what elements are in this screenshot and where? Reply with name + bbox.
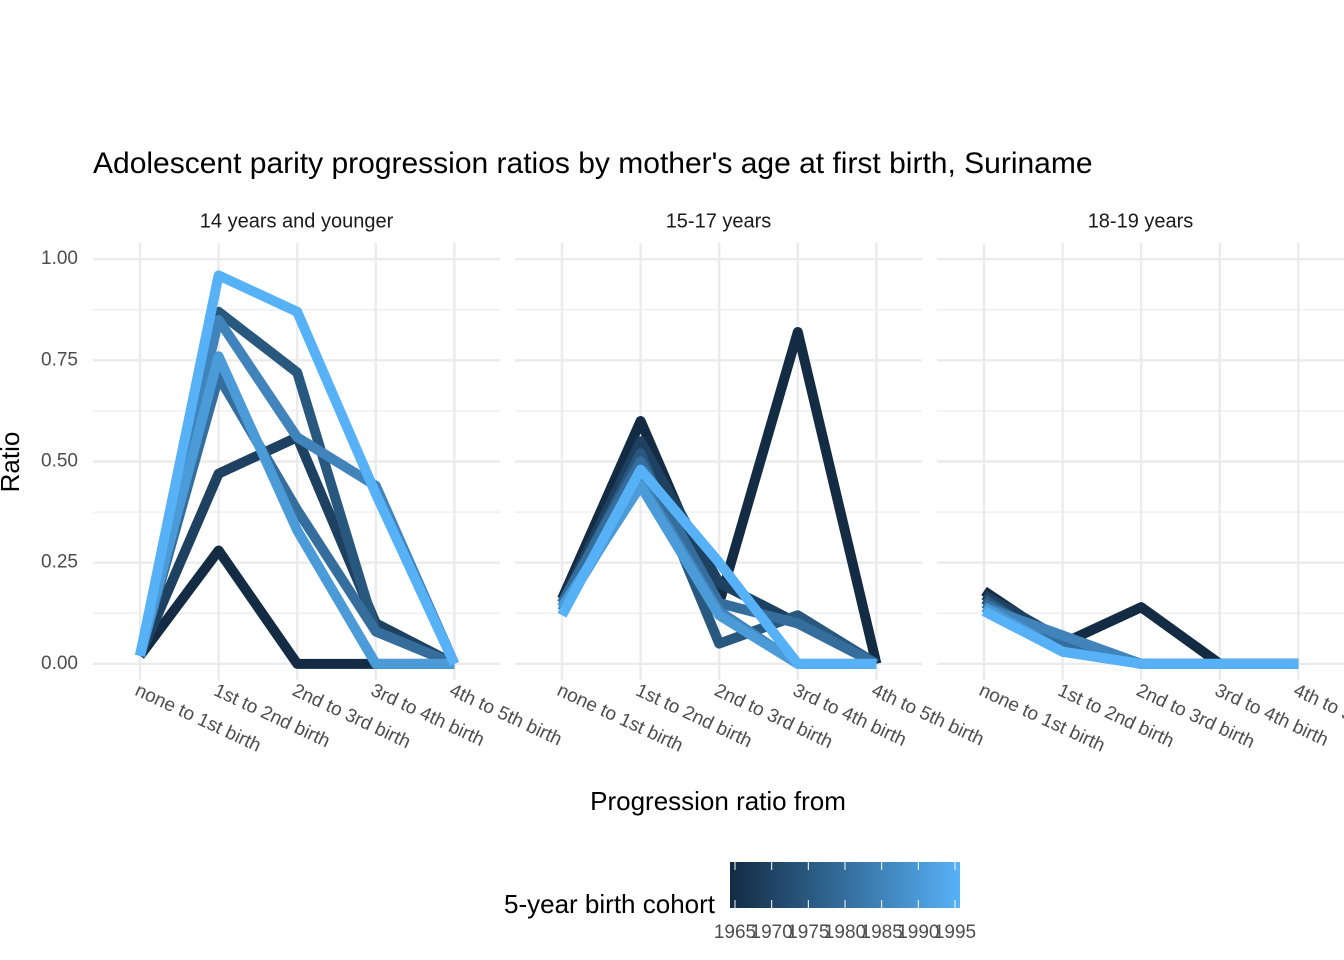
line xyxy=(135,270,459,666)
legend-tick-label: 1965 xyxy=(714,922,756,943)
y-tick-label: 0.00 xyxy=(41,653,78,674)
legend-tick-label: 1985 xyxy=(861,922,903,943)
line xyxy=(135,351,455,669)
y-tick-label: 0.50 xyxy=(41,451,78,472)
y-tick-label: 0.25 xyxy=(41,552,78,573)
line xyxy=(981,606,1299,669)
facet-label: 15-17 years xyxy=(666,210,772,232)
legend-tick-label: 1990 xyxy=(897,922,939,943)
y-tick-label: 1.00 xyxy=(41,248,78,269)
x-axis-label: Progression ratio from xyxy=(590,786,846,816)
legend-tick-label: 1995 xyxy=(934,922,976,943)
y-tick-label: 0.75 xyxy=(41,349,78,370)
legend-tick-label: 1970 xyxy=(751,922,793,943)
line xyxy=(557,464,877,669)
legend-tick-label: 1975 xyxy=(787,922,829,943)
legend-tick-label: 1980 xyxy=(824,922,866,943)
y-axis-label: Ratio xyxy=(0,432,25,493)
facet-label: 18-19 years xyxy=(1088,210,1194,232)
legend-title: 5-year birth cohort xyxy=(504,889,716,919)
facet-label: 14 years and younger xyxy=(200,210,394,232)
chart-title: Adolescent parity progression ratios by … xyxy=(93,147,1093,180)
